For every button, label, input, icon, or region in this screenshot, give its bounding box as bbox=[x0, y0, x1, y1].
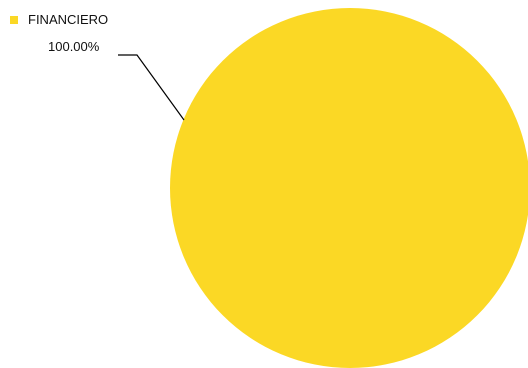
legend-label: FINANCIERO bbox=[28, 12, 109, 27]
legend-swatch bbox=[10, 16, 18, 24]
pie-slice bbox=[170, 8, 528, 368]
leader-line bbox=[118, 54, 185, 121]
data-label: 100.00% bbox=[48, 39, 100, 54]
